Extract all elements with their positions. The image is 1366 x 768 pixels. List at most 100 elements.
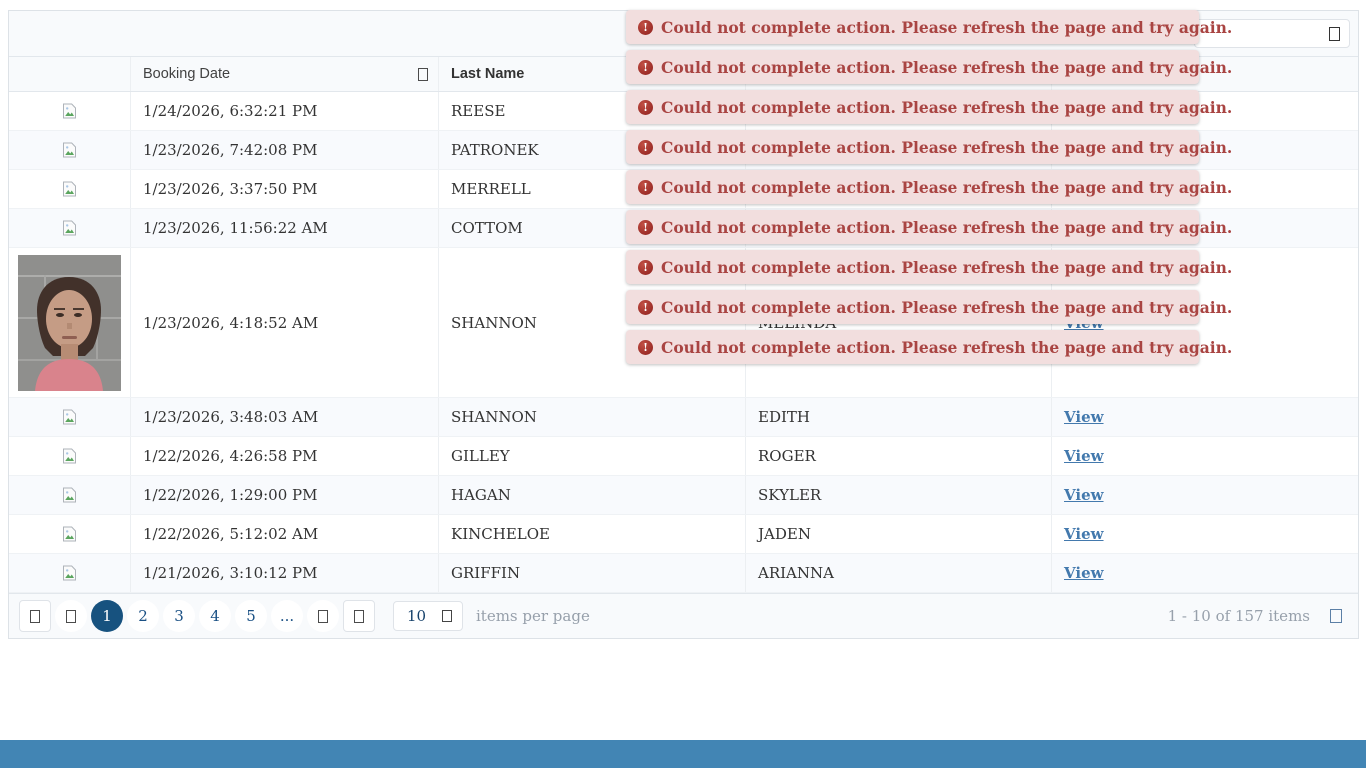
toast-message: Could not complete action. Please refres… [661,17,1233,37]
first-name-cell: JADEN [745,515,1051,553]
page-button-4[interactable]: 4 [199,600,231,632]
next-page-icon [318,609,328,623]
error-icon: ! [638,339,653,355]
header-photo [9,57,130,91]
header-booking-date[interactable]: Booking Date [130,57,438,91]
table-row: 1/22/2026, 1:29:00 PM HAGAN SKYLER View [9,476,1358,515]
error-toast[interactable]: ! Could not complete action. Please refre… [626,90,1232,124]
booking-date-cell: 1/23/2026, 7:42:08 PM [130,131,438,169]
toast-message: Could not complete action. Please refres… [661,57,1233,77]
toast-message: Could not complete action. Please refres… [661,217,1233,237]
first-page-icon [30,609,40,623]
more-pages-button[interactable]: ... [271,600,303,632]
error-toast[interactable]: ! Could not complete action. Please refre… [626,50,1232,84]
pagination-bar: 1 2 3 4 5 ... 10 items per page 1 - 10 o… [9,593,1358,638]
error-toast[interactable]: ! Could not complete action. Please refre… [626,10,1232,44]
last-name-cell: GRIFFIN [438,554,745,592]
first-name-cell: EDITH [745,398,1051,436]
broken-image-icon [63,181,76,197]
page-size-dropdown[interactable]: 10 [393,601,463,631]
page-button-5[interactable]: 5 [235,600,267,632]
first-name-cell: ARIANNA [745,554,1051,592]
booking-date-cell: 1/22/2026, 1:29:00 PM [130,476,438,514]
table-row: 1/23/2026, 3:48:03 AM SHANNON EDITH View [9,398,1358,437]
photo-cell [9,515,130,553]
page-number: 2 [138,607,148,625]
first-name-cell: SKYLER [745,476,1051,514]
search-box[interactable] [1194,19,1350,48]
search-input[interactable] [1203,24,1329,43]
booking-date-cell: 1/24/2026, 6:32:21 PM [130,92,438,130]
view-link[interactable]: View [1064,525,1104,543]
view-cell: View [1051,398,1358,436]
range-label: 1 - 10 of 157 items [1167,607,1310,625]
next-page-button[interactable] [307,600,339,632]
booking-date-cell: 1/23/2026, 11:56:22 AM [130,209,438,247]
booking-date-cell: 1/23/2026, 3:37:50 PM [130,170,438,208]
page-number: 4 [210,607,220,625]
booking-date-cell: 1/22/2026, 4:26:58 PM [130,437,438,475]
header-last-name[interactable]: Last Name [438,57,745,91]
booking-date-cell: 1/22/2026, 5:12:02 AM [130,515,438,553]
last-name-cell: MERRELL [438,170,745,208]
error-icon: ! [638,299,653,315]
first-name-cell: ROGER [745,437,1051,475]
view-link[interactable]: View [1064,564,1104,582]
error-toast[interactable]: ! Could not complete action. Please refre… [626,170,1232,204]
search-icon[interactable] [1329,26,1340,41]
view-link[interactable]: View [1064,408,1104,426]
photo-cell [9,131,130,169]
view-link[interactable]: View [1064,447,1104,465]
view-cell: View [1051,554,1358,592]
mugshot-photo [18,254,121,391]
pager-info-group: 1 - 10 of 157 items [1168,607,1342,625]
photo-cell [9,554,130,592]
photo-cell [9,437,130,475]
error-toast[interactable]: ! Could not complete action. Please refre… [626,130,1232,164]
header-booking-date-label: Booking Date [143,66,231,82]
error-toast[interactable]: ! Could not complete action. Please refre… [626,330,1232,364]
error-icon: ! [638,179,653,195]
toast-stack: ! Could not complete action. Please refre… [626,10,1232,370]
last-name-cell: KINCHELOE [438,515,745,553]
table-row: 1/21/2026, 3:10:12 PM GRIFFIN ARIANNA Vi… [9,554,1358,593]
previous-page-button[interactable] [55,600,87,632]
toast-message: Could not complete action. Please refres… [661,257,1233,277]
broken-image-icon [63,142,76,158]
page-button-1[interactable]: 1 [91,600,123,632]
page-number: 1 [102,607,112,625]
last-name-cell: GILLEY [438,437,745,475]
items-per-page-label: items per page [476,607,590,625]
table-row: 1/22/2026, 5:12:02 AM KINCHELOE JADEN Vi… [9,515,1358,554]
view-link[interactable]: View [1064,486,1104,504]
error-toast[interactable]: ! Could not complete action. Please refre… [626,250,1232,284]
error-icon: ! [638,99,653,115]
toast-message: Could not complete action. Please refres… [661,297,1233,317]
table-row: 1/22/2026, 4:26:58 PM GILLEY ROGER View [9,437,1358,476]
last-page-button[interactable] [343,600,375,632]
last-name-cell: COTTOM [438,209,745,247]
error-toast[interactable]: ! Could not complete action. Please refre… [626,210,1232,244]
page-button-3[interactable]: 3 [163,600,195,632]
broken-image-icon [63,565,76,581]
photo-cell [9,248,130,397]
view-cell: View [1051,437,1358,475]
sort-icon[interactable] [418,67,428,81]
last-name-cell: SHANNON [438,248,745,397]
photo-cell [9,170,130,208]
broken-image-icon [63,526,76,542]
broken-image-icon [63,103,76,119]
error-toast[interactable]: ! Could not complete action. Please refre… [626,290,1232,324]
broken-image-icon [63,220,76,236]
broken-image-icon [63,409,76,425]
page-button-2[interactable]: 2 [127,600,159,632]
view-cell: View [1051,515,1358,553]
last-page-icon [354,609,364,623]
first-page-button[interactable] [19,600,51,632]
toast-message: Could not complete action. Please refres… [661,137,1233,157]
photo-cell [9,476,130,514]
page-number: 3 [174,607,184,625]
footer-bar [0,740,1366,768]
booking-date-cell: 1/21/2026, 3:10:12 PM [130,554,438,592]
refresh-icon[interactable] [1330,609,1342,623]
